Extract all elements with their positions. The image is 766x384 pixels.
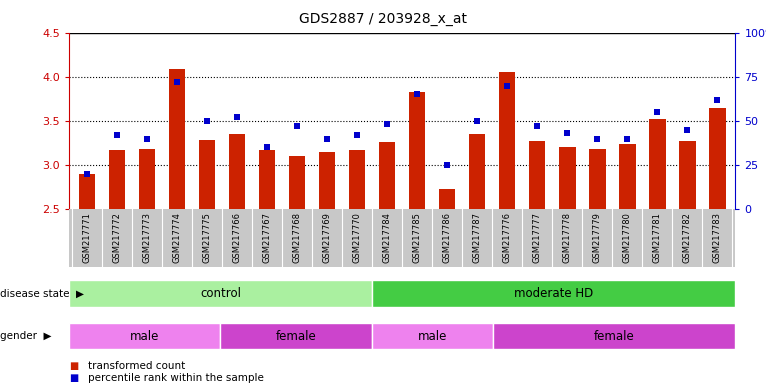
Bar: [619, 144, 636, 209]
Bar: [319, 152, 336, 209]
Text: GSM217781: GSM217781: [653, 212, 662, 263]
Bar: [679, 141, 696, 209]
Text: percentile rank within the sample: percentile rank within the sample: [88, 373, 264, 383]
Bar: [139, 149, 155, 209]
FancyBboxPatch shape: [221, 323, 372, 349]
Text: GSM217774: GSM217774: [172, 212, 182, 263]
FancyBboxPatch shape: [372, 323, 493, 349]
Text: male: male: [130, 329, 159, 343]
Bar: [198, 141, 215, 209]
Bar: [709, 108, 725, 209]
Text: control: control: [200, 287, 241, 300]
Text: GSM217777: GSM217777: [532, 212, 542, 263]
Text: GSM217770: GSM217770: [352, 212, 362, 263]
Text: ■: ■: [69, 373, 78, 383]
Text: GSM217773: GSM217773: [142, 212, 152, 263]
Text: GSM217786: GSM217786: [443, 212, 452, 263]
Text: GSM217767: GSM217767: [263, 212, 272, 263]
Bar: [169, 69, 185, 209]
FancyBboxPatch shape: [493, 323, 735, 349]
Text: GSM217771: GSM217771: [83, 212, 91, 263]
Text: female: female: [276, 329, 316, 343]
Text: GSM217778: GSM217778: [563, 212, 571, 263]
Bar: [469, 134, 486, 209]
Text: GDS2887 / 203928_x_at: GDS2887 / 203928_x_at: [299, 12, 467, 25]
Text: GSM217783: GSM217783: [713, 212, 722, 263]
Text: GSM217780: GSM217780: [623, 212, 632, 263]
Bar: [439, 189, 456, 209]
Bar: [79, 174, 95, 209]
Text: GSM217784: GSM217784: [383, 212, 391, 263]
Text: gender  ▶: gender ▶: [0, 331, 51, 341]
Text: GSM217766: GSM217766: [233, 212, 241, 263]
Text: male: male: [417, 329, 447, 343]
Text: GSM217768: GSM217768: [293, 212, 302, 263]
Text: GSM217776: GSM217776: [502, 212, 512, 263]
Text: GSM217782: GSM217782: [683, 212, 692, 263]
Bar: [559, 147, 575, 209]
Text: disease state  ▶: disease state ▶: [0, 289, 84, 299]
Text: ■: ■: [69, 361, 78, 371]
Text: moderate HD: moderate HD: [514, 287, 593, 300]
Bar: [259, 150, 275, 209]
Text: GSM217772: GSM217772: [113, 212, 122, 263]
Bar: [349, 150, 365, 209]
Text: GSM217787: GSM217787: [473, 212, 482, 263]
Text: transformed count: transformed count: [88, 361, 185, 371]
Bar: [589, 149, 606, 209]
Text: GSM217779: GSM217779: [593, 212, 602, 263]
Bar: [229, 134, 245, 209]
Bar: [529, 141, 545, 209]
Bar: [649, 119, 666, 209]
Bar: [409, 92, 425, 209]
Bar: [499, 71, 516, 209]
FancyBboxPatch shape: [69, 280, 372, 307]
Bar: [109, 150, 125, 209]
Text: female: female: [594, 329, 634, 343]
Text: GSM217775: GSM217775: [202, 212, 211, 263]
Bar: [289, 156, 306, 209]
Text: GSM217769: GSM217769: [322, 212, 332, 263]
Text: GSM217785: GSM217785: [413, 212, 421, 263]
FancyBboxPatch shape: [69, 323, 221, 349]
Bar: [379, 142, 395, 209]
FancyBboxPatch shape: [372, 280, 735, 307]
